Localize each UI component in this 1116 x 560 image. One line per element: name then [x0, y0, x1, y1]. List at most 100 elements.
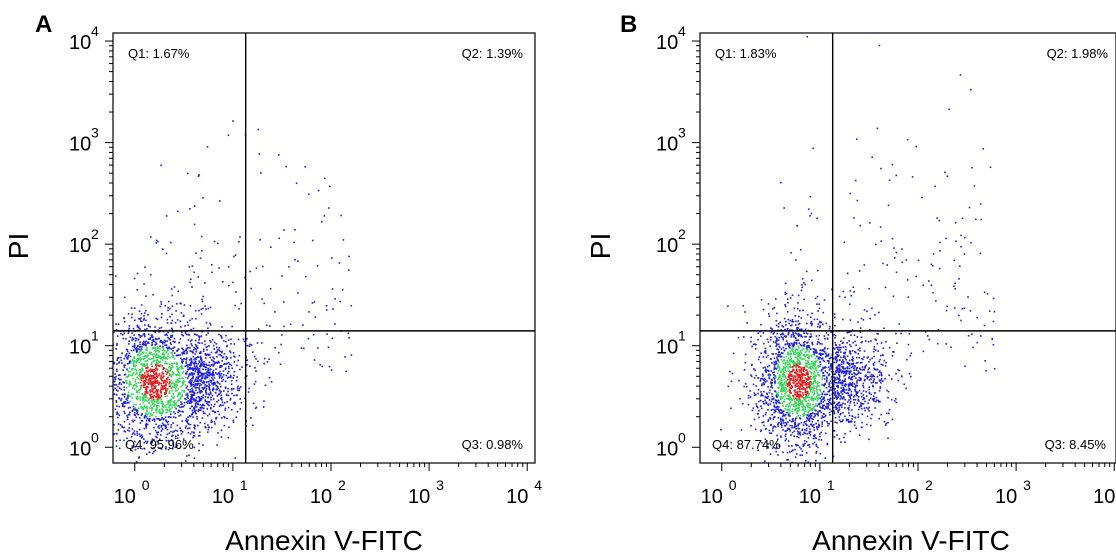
data-point — [801, 409, 804, 411]
data-point — [138, 351, 140, 354]
data-point — [780, 422, 783, 424]
data-point — [148, 412, 150, 414]
data-point — [121, 334, 124, 336]
data-point — [222, 281, 224, 283]
data-point — [278, 237, 280, 240]
data-point — [208, 345, 210, 347]
data-point — [148, 352, 151, 354]
data-point — [218, 390, 221, 392]
data-point — [794, 397, 797, 400]
data-point — [207, 369, 210, 371]
data-point — [787, 440, 790, 442]
data-point — [817, 426, 820, 428]
data-point — [823, 385, 825, 387]
data-point — [179, 398, 181, 400]
data-point — [843, 355, 845, 357]
data-point — [191, 387, 193, 390]
data-point — [132, 327, 135, 330]
data-point — [187, 427, 189, 430]
data-point — [149, 389, 152, 391]
data-point — [753, 377, 756, 379]
data-point — [833, 348, 836, 350]
data-point — [139, 328, 141, 330]
data-point — [162, 349, 165, 352]
data-point — [229, 351, 232, 354]
data-point — [799, 431, 801, 434]
data-point — [833, 361, 836, 364]
data-point — [134, 373, 137, 376]
data-point — [799, 354, 801, 356]
data-point — [121, 405, 124, 407]
data-point — [174, 406, 176, 408]
data-point — [224, 367, 227, 370]
data-point — [769, 417, 771, 419]
data-point — [780, 333, 782, 336]
data-point — [143, 404, 146, 407]
data-point — [818, 388, 821, 391]
data-point — [827, 334, 830, 336]
data-point — [858, 400, 860, 402]
data-point — [822, 367, 825, 370]
data-point — [347, 332, 350, 334]
data-point — [161, 359, 164, 361]
data-point — [880, 354, 882, 357]
data-point — [770, 400, 773, 403]
data-point — [816, 400, 819, 402]
data-point — [191, 367, 193, 370]
data-point — [172, 350, 174, 352]
data-point — [161, 408, 163, 410]
data-point — [207, 396, 209, 399]
data-point — [833, 397, 836, 399]
data-point — [818, 403, 821, 406]
data-point — [863, 407, 866, 409]
data-point — [145, 427, 148, 429]
data-point — [795, 337, 797, 339]
data-point — [172, 393, 175, 395]
data-point — [176, 389, 178, 392]
data-point — [136, 386, 138, 388]
data-point — [225, 374, 228, 377]
data-point — [779, 381, 781, 383]
data-point — [209, 322, 211, 325]
data-point — [170, 439, 173, 441]
data-point — [165, 448, 167, 450]
data-point — [771, 393, 773, 395]
data-point — [205, 387, 208, 390]
data-point — [220, 377, 223, 379]
data-point — [819, 321, 821, 324]
data-point — [236, 387, 239, 389]
data-point — [314, 316, 317, 318]
data-point — [813, 353, 816, 356]
data-point — [234, 403, 236, 405]
data-point — [806, 433, 808, 435]
data-point — [240, 302, 242, 305]
data-point — [262, 265, 264, 268]
data-point — [800, 394, 802, 397]
data-point — [826, 377, 828, 380]
data-point — [809, 387, 811, 390]
data-point — [788, 427, 790, 430]
data-point — [762, 382, 765, 384]
data-point — [128, 374, 130, 376]
data-point — [837, 371, 840, 374]
data-point — [775, 324, 778, 327]
data-point — [233, 255, 235, 258]
data-point — [166, 347, 169, 350]
data-point — [863, 356, 865, 358]
data-point — [181, 403, 183, 405]
data-point — [164, 344, 166, 346]
data-point — [776, 447, 778, 449]
data-point — [187, 394, 189, 397]
data-point — [102, 440, 104, 442]
data-point — [744, 353, 747, 356]
data-point — [773, 378, 776, 380]
data-point — [844, 351, 847, 354]
data-point — [219, 364, 222, 367]
data-point — [804, 362, 807, 364]
data-point — [236, 411, 239, 413]
data-point — [837, 354, 840, 357]
data-point — [165, 426, 167, 429]
data-point — [312, 333, 315, 336]
data-point — [225, 363, 227, 365]
data-point — [801, 385, 804, 388]
